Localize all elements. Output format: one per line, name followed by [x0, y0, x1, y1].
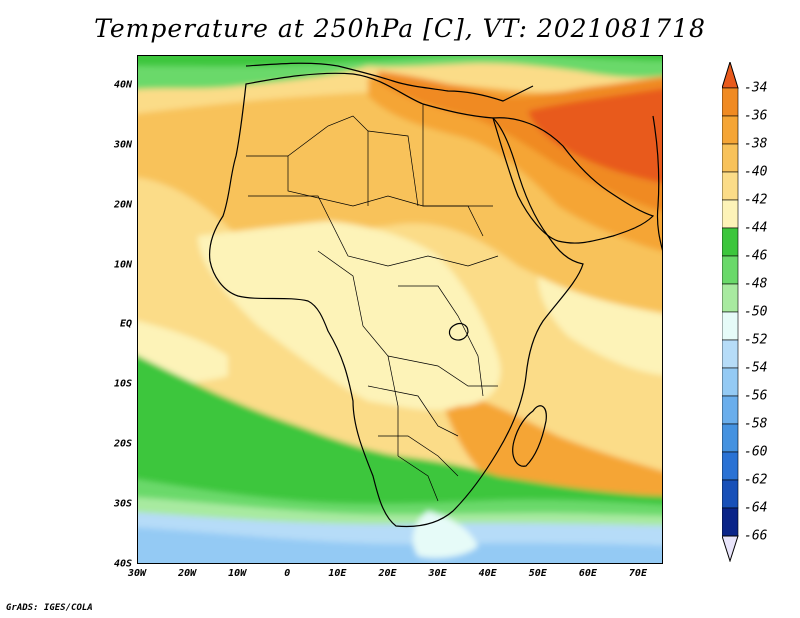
x-tick-label: 60E: [578, 568, 597, 579]
field-band-44-east: [538, 276, 662, 375]
credit-text: GrADS: IGES/COLA: [6, 603, 93, 613]
y-tick-label: 20S: [113, 438, 132, 450]
x-tick-label: 20E: [378, 568, 397, 579]
colorbar-label: -54: [744, 360, 768, 376]
colorbar-label: -38: [744, 136, 768, 152]
arabia-coastline: [492, 117, 655, 244]
y-tick-label: 30S: [113, 498, 132, 510]
coastlines: [208, 62, 662, 528]
india-coastline: [652, 115, 662, 251]
field-band-44-central: [198, 221, 501, 411]
colorbar-swatch: [722, 339, 739, 369]
colorbar-label: -42: [744, 192, 768, 208]
colorbar-swatch: [722, 199, 739, 229]
colorbar: -34 -36 -38 -40 -42 -44 -46 -48 -50 -52 -54 -56 -58 -…: [722, 62, 800, 562]
field-band-52: [412, 511, 478, 558]
colorbar-swatch: [722, 115, 739, 145]
map-canvas: [138, 56, 662, 563]
colorbar-swatch: [722, 143, 739, 173]
temperature-map: [137, 55, 663, 564]
chart-title: Temperature at 250hPa [C], VT: 202108171…: [94, 14, 706, 43]
colorbar-swatch: [722, 423, 739, 453]
colorbar-swatch: [722, 227, 739, 257]
field-band-46-north: [138, 56, 662, 67]
x-tick-label: 30W: [127, 568, 147, 579]
colorbar-bottom-triangle: [722, 535, 739, 562]
colorbar-swatch: [722, 395, 739, 425]
colorbar-label: -46: [744, 248, 768, 264]
colorbar-swatch: [722, 451, 739, 481]
colorbar-label: -60: [744, 444, 768, 460]
colorbar-label: -48: [744, 276, 768, 292]
y-tick-label: 10S: [113, 378, 132, 390]
colorbar-top-triangle: [722, 62, 739, 89]
madagascar-coastline: [512, 405, 547, 467]
colorbar-label: -36: [744, 108, 768, 124]
x-tick-label: 40E: [478, 568, 497, 579]
y-tick-label: 40N: [113, 79, 132, 91]
colorbar-swatch: [722, 311, 739, 341]
x-tick-label: 30E: [428, 568, 447, 579]
colorbar-label: -40: [744, 164, 768, 180]
lake-victoria: [448, 322, 469, 341]
colorbar-label: -34: [744, 80, 768, 96]
y-tick-label: EQ: [119, 318, 132, 330]
colorbar-label: -44: [744, 220, 768, 236]
mediterranean-coast: [245, 62, 534, 102]
colorbar-label: -56: [744, 388, 768, 404]
colorbar-label: -50: [744, 304, 768, 320]
y-tick-label: 10N: [113, 259, 132, 271]
x-tick-label: 50E: [528, 568, 547, 579]
x-tick-label: 10W: [228, 568, 247, 579]
x-tick-label: 70E: [628, 568, 647, 579]
colorbar-swatch: [722, 255, 739, 285]
colorbar-label: -64: [744, 500, 768, 516]
colorbar-swatch: [722, 479, 739, 509]
colorbar-swatch: [722, 283, 739, 313]
x-tick-label: 0: [284, 568, 291, 579]
country-borders: [246, 104, 499, 502]
y-tick-label: 20N: [113, 199, 132, 211]
y-tick-label: 40S: [113, 558, 132, 570]
colorbar-label: -58: [744, 416, 768, 432]
x-tick-label: 10E: [328, 568, 347, 579]
colorbar-swatch: [722, 87, 739, 117]
x-tick-label: 20W: [178, 568, 197, 579]
colorbar-label: -62: [744, 472, 768, 488]
y-tick-label: 30N: [113, 139, 132, 151]
field-band-56: [138, 527, 662, 563]
colorbar-label: -52: [744, 332, 768, 348]
field-band-34: [528, 88, 662, 184]
colorbar-swatches: [722, 62, 739, 562]
colorbar-label: -66: [744, 528, 768, 544]
colorbar-swatch: [722, 171, 739, 201]
colorbar-swatch: [722, 507, 739, 537]
colorbar-swatch: [722, 367, 739, 397]
